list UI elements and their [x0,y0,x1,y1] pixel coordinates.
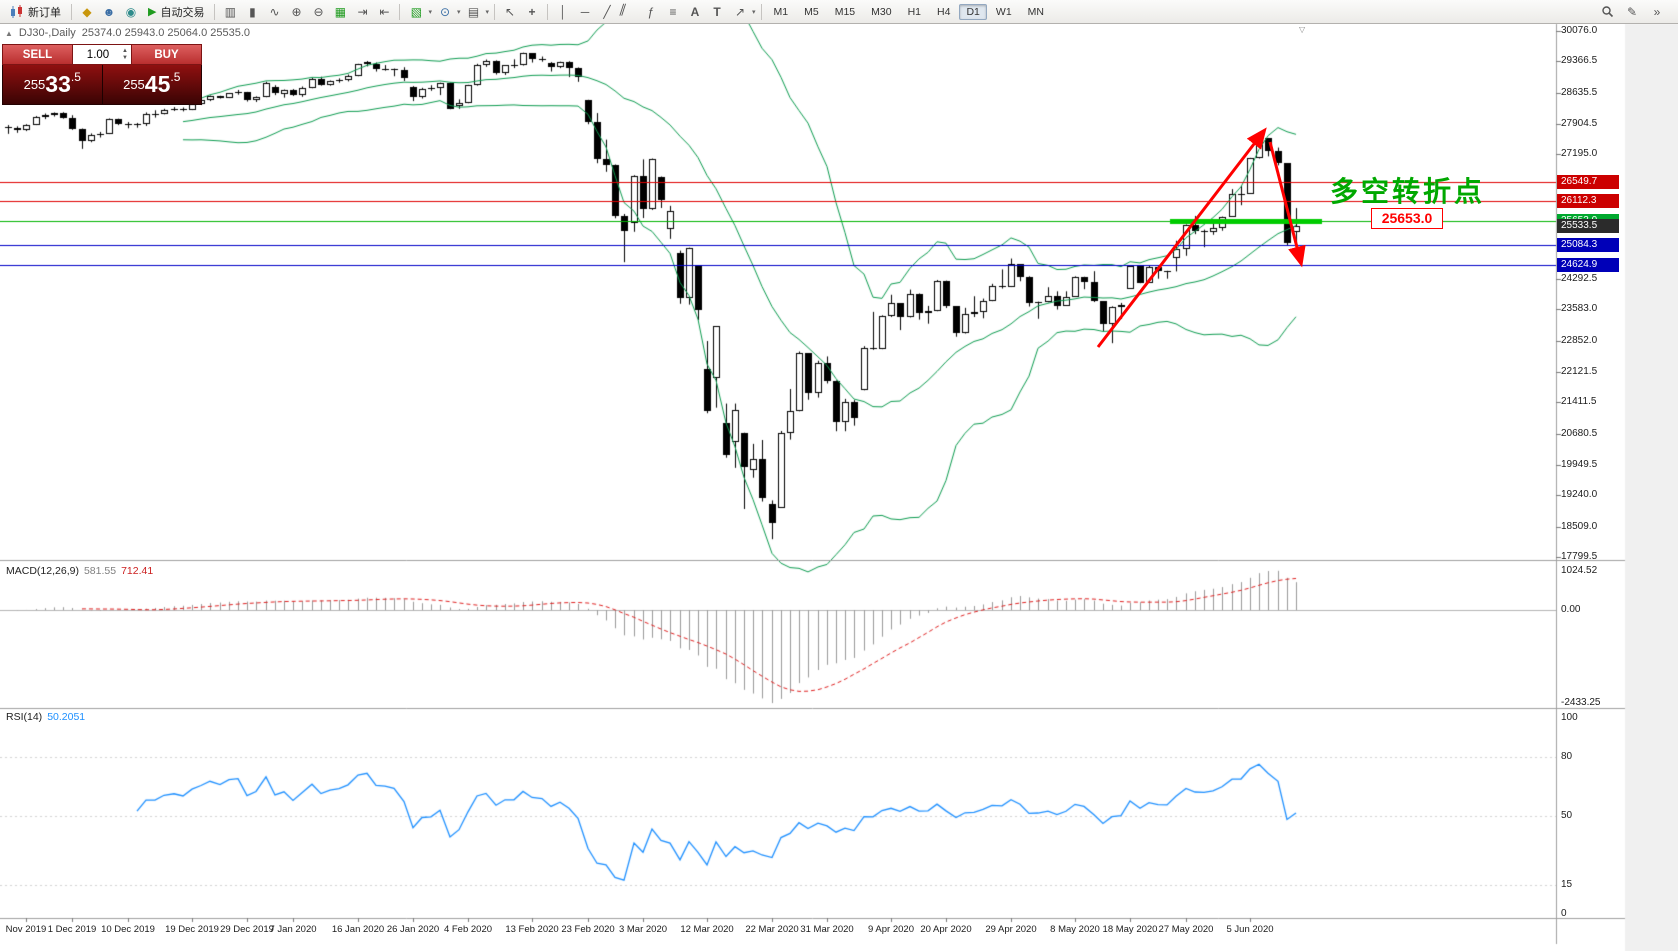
sell-price-big: 33 [45,71,71,97]
channel-tool-icon[interactable]: ∥ [617,1,629,16]
timeframe-toolbar: M1 M5 M15 M30 H1 H4 D1 W1 MN [766,3,1052,20]
bar-chart-icon[interactable]: ▥ [224,4,237,19]
sell-price-prefix: 255 [23,77,46,92]
macd-value: 581.55 [83,565,117,577]
arrows-icon: ↗ [734,4,746,19]
zoom-in-icon[interactable]: ⊕ [291,4,302,19]
new-chart-icon: ▧ [410,4,423,19]
chevron-down-icon: ▾ [752,8,756,16]
toolbar-separator [494,3,496,20]
volume-up-icon[interactable]: ▲ [122,47,128,54]
profiles-icon: ⊙ [439,4,451,19]
toolbar-overflow-icon[interactable]: » [1653,4,1661,19]
toolbar-separator [760,3,762,20]
toolbar-separator [399,3,401,20]
timeframe-button-mn[interactable]: MN [1027,5,1044,18]
buy-price-big: 45 [144,71,171,97]
toolbar-right-group: ✎ » [1596,2,1674,22]
text-tool-icon[interactable]: A [690,4,700,19]
chart-ohlc-values: 25374.0 25943.0 25064.0 25535.0 [81,27,250,39]
market-icon[interactable]: ◆ [82,4,92,19]
buy-price[interactable]: 255 45 .5 [101,65,202,104]
turning-point-annotation[interactable]: 多空转折点 [1330,176,1486,207]
timeframe-button-h4[interactable]: H4 [937,5,951,18]
volume-down-icon[interactable]: ▼ [122,54,128,61]
chart-title-row: ▲ DJ30-,Daily 25374.0 25943.0 25064.0 25… [5,27,250,39]
search-icon[interactable] [1597,2,1617,22]
chart-shift-marker-icon: ▽ [1299,25,1306,34]
community-icon[interactable]: ◉ [125,4,137,19]
arrows-menu-button[interactable]: ↗ ▾ [729,2,756,22]
timeframe-button-m15[interactable]: M15 [834,5,856,18]
tile-windows-icon[interactable]: ▦ [334,4,347,19]
chart-symbol-period: DJ30-,Daily [18,27,76,39]
new-order-icon [11,4,22,18]
new-chart-button[interactable]: ▧ ▾ [405,2,432,22]
one-click-trading-panel: SELL ▲ ▼ BUY 255 33 .5 255 45 .5 [2,44,202,105]
templates-menu-button[interactable]: ▤ ▾ [463,2,490,22]
profiles-menu-button[interactable]: ⊙ ▾ [434,2,461,22]
timeframe-button-d1[interactable]: D1 [959,3,987,20]
sell-price[interactable]: 255 33 .5 [3,65,102,104]
profile-icon[interactable]: ☻ [102,4,116,19]
cycle-lines-tool-icon[interactable]: ≡ [669,4,677,19]
sell-price-suffix: .5 [70,70,81,84]
timeframe-button-m5[interactable]: M5 [804,5,819,18]
cursor-icon[interactable]: ↖ [504,4,516,19]
new-order-button[interactable]: 新订单 [4,2,67,22]
volume-input[interactable] [73,45,131,65]
chevron-down-icon: ▾ [428,8,432,16]
chart-shift-icon[interactable]: ⇤ [379,4,390,19]
auto-scroll-icon[interactable]: ⇥ [357,4,368,19]
toolbar-separator [71,3,72,20]
macd-name: MACD(12,26,9) [6,565,79,577]
crosshair-icon[interactable]: + [528,4,536,19]
horizontal-line-tool-icon[interactable]: ─ [580,4,590,19]
chevron-down-icon: ▾ [456,8,461,16]
line-chart-icon[interactable]: ∿ [269,4,280,19]
rsi-indicator-label: RSI(14) 50.2051 [6,711,85,723]
volume-field[interactable]: ▲ ▼ [73,44,131,65]
macd-indicator-label: MACD(12,26,9) 581.55 712.41 [6,565,153,577]
auto-trading-label: 自动交易 [160,6,205,19]
toolbar-separator [214,3,216,20]
auto-trading-button[interactable]: ▶ 自动交易 [142,2,210,22]
new-order-label: 新订单 [28,6,61,19]
vertical-line-tool-icon[interactable]: │ [559,4,567,19]
edit-icon[interactable]: ✎ [1626,4,1638,19]
rsi-value: 50.2051 [47,711,86,723]
play-icon: ▶ [148,6,157,18]
timeframe-button-m1[interactable]: M1 [773,5,789,18]
trendline-tool-icon[interactable]: ╱ [603,4,611,19]
timeframe-button-w1[interactable]: W1 [995,5,1012,18]
timeframe-button-m30[interactable]: M30 [871,5,892,18]
timeframe-button-h1[interactable]: H1 [907,5,922,18]
buy-button[interactable]: BUY [131,44,202,65]
toolbar-separator [547,3,549,20]
zoom-out-icon[interactable]: ⊖ [313,4,324,19]
support-price-label[interactable]: 25653.0 [1371,208,1443,229]
candlestick-chart-icon[interactable]: ▮ [249,4,256,19]
chevron-down-icon: ▾ [485,8,490,16]
volume-stepper[interactable]: ▲ ▼ [120,46,130,63]
buy-price-prefix: 255 [123,77,145,92]
macd-signal-value: 712.41 [121,565,154,577]
buy-price-suffix: .5 [170,70,181,84]
one-click-toggle-icon[interactable]: ▲ [5,28,13,38]
main-toolbar: 新订单 ◆ ☻ ◉ ▶ 自动交易 ▥ ▮ ∿ ⊕ ⊖ ▦ ⇥ ⇤ ▧ ▾ ⊙ ▾… [0,0,1678,24]
rsi-name: RSI(14) [6,711,43,723]
fibonacci-tool-icon[interactable]: ƒ [647,4,655,19]
templates-icon: ▤ [467,4,480,19]
sell-button[interactable]: SELL [2,44,73,65]
text-label-tool-icon[interactable]: T [713,4,721,19]
